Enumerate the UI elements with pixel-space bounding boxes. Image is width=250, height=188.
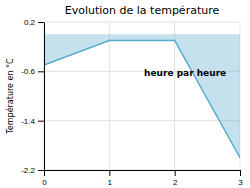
tick-label: -1.4 (21, 117, 35, 126)
tick: 0.2 (24, 18, 44, 27)
tick: -1.4 (21, 117, 44, 126)
tick-label: 2 (173, 178, 178, 187)
grid-line (44, 120, 240, 121)
tick-mark (44, 170, 45, 176)
tick-mark (38, 170, 44, 171)
grid-line (109, 22, 110, 170)
tick-mark (175, 170, 176, 176)
tick-mark (38, 121, 44, 122)
title: Evolution de la température (65, 4, 220, 17)
axis-line (44, 23, 45, 171)
tick: 0 (42, 170, 47, 187)
tick-label: 0 (42, 178, 47, 187)
tick: -0.6 (21, 67, 44, 76)
tick-label: -0.6 (21, 67, 35, 76)
tick: 2 (173, 170, 178, 187)
tick-label: 3 (238, 178, 243, 187)
line (44, 41, 240, 158)
x-label: heure par heure (144, 68, 226, 78)
tick-mark (109, 170, 110, 176)
tick-mark (38, 22, 44, 23)
axis-line (45, 170, 241, 171)
x-axis: 0 1 2 3 (42, 170, 243, 187)
tick-mark (240, 170, 241, 176)
plot: 0.2 -0.6 -1.4 -2.2 0 1 2 3 heure par heure (21, 18, 243, 187)
marks (44, 34, 240, 157)
tick: 1 (108, 170, 113, 187)
grid-line (44, 22, 45, 170)
area (44, 34, 240, 157)
tick-label: 0.2 (24, 18, 36, 27)
tick-mark (38, 71, 44, 72)
grid (44, 22, 240, 170)
y-axis: 0.2 -0.6 -1.4 -2.2 (21, 18, 44, 175)
tick: -2.2 (21, 166, 44, 175)
y-label: Température en °C (5, 58, 15, 135)
grid-line (44, 170, 240, 171)
tick-label: 1 (108, 178, 113, 187)
tick: 3 (238, 170, 243, 187)
tick-label: -2.2 (21, 166, 35, 175)
grid-line (44, 22, 240, 23)
chart: 0.2 -0.6 -1.4 -2.2 0 1 2 3 heure par heure Tempér… (0, 0, 250, 188)
grid-line (174, 22, 175, 170)
